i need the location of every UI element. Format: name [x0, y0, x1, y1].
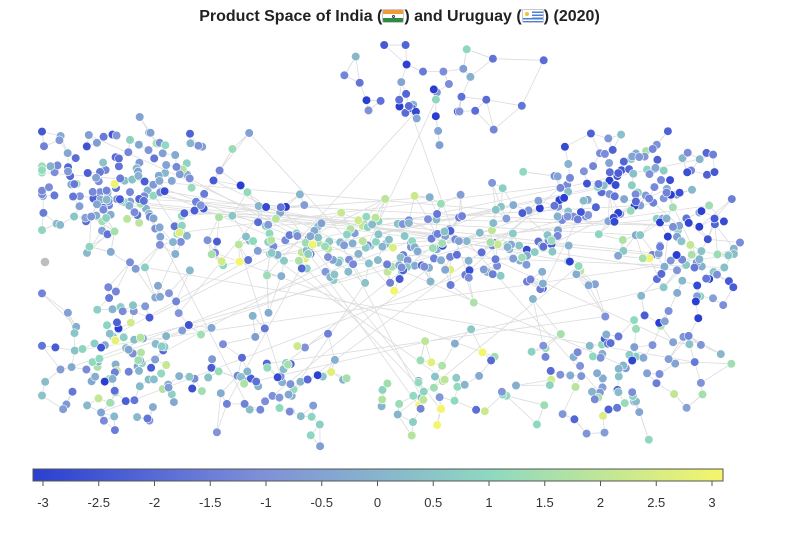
network-edge: [564, 133, 592, 148]
network-edge: [714, 224, 718, 255]
chart-title: Product Space of India () and Uruguay ()…: [199, 8, 600, 25]
colorbar-tick-label: -2.5: [88, 495, 110, 510]
network-edge: [588, 285, 606, 317]
network-edge: [135, 244, 161, 270]
colorbar-tick-label: 2.5: [647, 495, 665, 510]
network-edge: [266, 274, 269, 313]
network-edge: [137, 259, 334, 367]
network-edge: [266, 316, 606, 364]
colorbar-tick-label: 3: [708, 495, 715, 510]
network-edge: [89, 216, 92, 247]
network-edge: [41, 345, 61, 370]
network-edge: [144, 267, 156, 298]
network-edge: [485, 99, 495, 130]
network-edge: [153, 195, 678, 271]
network-edge: [469, 177, 571, 271]
colorbar-tick-label: -1: [260, 495, 272, 510]
network-edge: [257, 158, 700, 252]
network-edge: [266, 111, 417, 275]
network-edge: [112, 259, 249, 337]
network-edge: [714, 223, 735, 249]
network-edge: [576, 273, 606, 317]
network-edge: [492, 58, 544, 61]
colorbar-tick-label: 0.5: [424, 495, 442, 510]
network-edge: [383, 44, 407, 65]
india-flag-icon: [382, 9, 405, 23]
network-edge: [486, 99, 522, 107]
network-edge: [268, 275, 282, 313]
title-suffix: (2020): [553, 8, 600, 25]
network-edge: [175, 270, 191, 302]
network-edge: [522, 212, 548, 236]
uruguay-flag-icon: [521, 9, 544, 23]
network-edge: [139, 198, 680, 227]
network-edge: [663, 264, 687, 288]
title-middle: and Uruguay: [414, 8, 512, 25]
colorbar-gradient: [32, 468, 724, 482]
colorbar-tick-label: -3: [37, 495, 49, 510]
network-edge: [115, 262, 131, 292]
network-edge: [107, 262, 131, 288]
network-edge: [649, 258, 664, 288]
network-edge: [41, 293, 69, 314]
network-edge: [521, 60, 545, 106]
title-prefix: Product Space of India: [199, 8, 373, 25]
colorbar-tick-label: 1.5: [536, 495, 554, 510]
network-edge: [265, 205, 635, 227]
network-edge: [664, 236, 669, 267]
network-edge: [231, 191, 248, 216]
colorbar-tick-label: -2: [149, 495, 161, 510]
network-edge: [466, 48, 494, 60]
colorbar-tick-label: 0: [374, 495, 381, 510]
colorbar-tick-label: 1: [485, 495, 492, 510]
network-edge: [542, 211, 582, 289]
network-edge: [149, 198, 386, 318]
colorbar-ticks: -3 -2.5 -2 -1.5 -1 -0.5 0 0.5 1 1.5 2 2.5 3: [37, 481, 716, 510]
colorbar-tick-label: -0.5: [311, 495, 333, 510]
network-edge: [594, 284, 606, 317]
network-edge: [470, 58, 494, 78]
colorbar-tick-label: -1.5: [199, 495, 221, 510]
product-space-network[interactable]: [0, 0, 799, 460]
colorbar-tick-label: 2: [597, 495, 604, 510]
network-edge: [493, 105, 523, 130]
network-edge: [135, 268, 156, 298]
